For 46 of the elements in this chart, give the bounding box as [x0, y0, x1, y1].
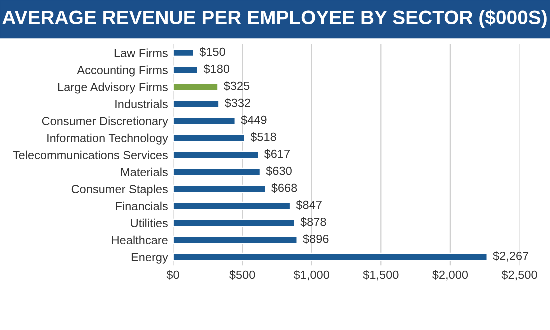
bar [173, 48, 195, 58]
data-label: $617 [264, 149, 290, 159]
bar [173, 252, 488, 262]
data-label: $518 [250, 132, 276, 142]
data-label: $150 [200, 47, 226, 57]
y-tick-label: Consumer Staples [72, 184, 168, 196]
y-tick-label: Industrials [116, 100, 168, 108]
x-tick-label: $1,500 [363, 270, 399, 281]
bar [173, 184, 267, 194]
data-label: $668 [272, 183, 298, 193]
data-label: $2,267 [493, 251, 529, 262]
x-tick-label: $0 [166, 270, 180, 280]
y-tick-label: Large Advisory Firms [58, 82, 168, 94]
bar [173, 202, 292, 210]
data-label: $325 [224, 81, 250, 91]
bar [173, 66, 199, 74]
y-tick-label: Information Technology [48, 134, 168, 145]
x-tick-label: $500 [230, 270, 256, 280]
x-tick-label: $2,000 [432, 270, 468, 281]
y-tick-label: Law Firms [114, 48, 168, 58]
bar [173, 150, 260, 160]
data-label: $332 [224, 98, 250, 108]
bar [173, 116, 236, 126]
y-tick-label: Consumer Discretionary [42, 116, 168, 128]
bar [173, 134, 246, 142]
data-label: $180 [204, 64, 230, 74]
data-label: $847 [296, 200, 322, 210]
bar [173, 236, 298, 244]
x-tick-label: $1,000 [294, 270, 330, 281]
y-tick-label: Materials [121, 168, 168, 176]
chart-title: AVERAGE REVENUE PER EMPLOYEE BY SECTOR ($000S) [2, 10, 547, 28]
data-label: $630 [266, 166, 292, 176]
y-tick-label: Energy [132, 253, 168, 264]
data-label: $878 [300, 217, 326, 228]
bar [173, 218, 296, 228]
bar [173, 82, 219, 92]
bar [173, 100, 220, 108]
bar [173, 168, 262, 176]
y-tick-label: Accounting Firms [77, 66, 168, 77]
data-label: $449 [241, 115, 267, 125]
y-tick-label: Utilities [131, 218, 168, 228]
y-tick-label: Healthcare [112, 236, 168, 245]
y-tick-label: Telecommunications Services [13, 150, 168, 160]
y-tick-label: Financials [116, 202, 168, 211]
data-label: $896 [303, 234, 329, 244]
x-tick-label: $2,500 [502, 270, 538, 281]
